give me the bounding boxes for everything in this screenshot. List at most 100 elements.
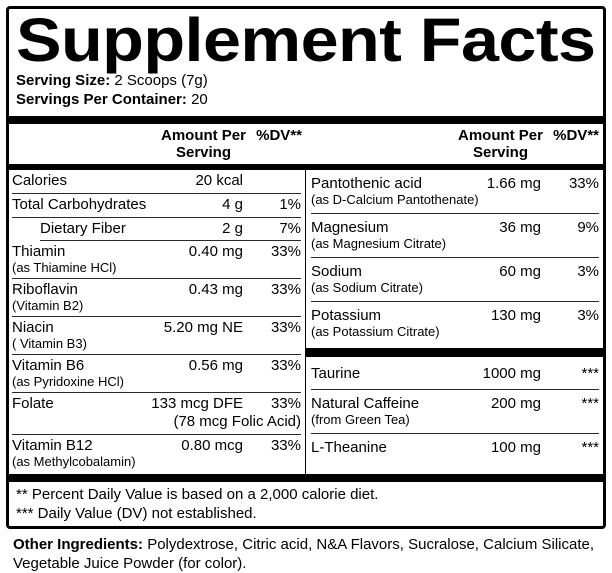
nutrient-dv: ***	[581, 439, 599, 456]
name-cell: Vitamin B12 (as Methylcobalamin)	[12, 437, 181, 469]
amount-per-serving-header: Amount Per Serving	[458, 127, 543, 161]
nutrient-name: L-Theanine	[311, 439, 387, 456]
servings-per-container-value: 20	[191, 91, 208, 108]
nutrient-source: (as Pyridoxine HCl)	[12, 374, 124, 389]
nutrient-source: ( Vitamin B3)	[12, 336, 87, 351]
nutrient-source: (as Methylcobalamin)	[12, 454, 136, 469]
nutrient-row-vitamin-b12: Vitamin B12 (as Methylcobalamin) 0.80 mc…	[12, 434, 301, 472]
nutrient-amount: 36 mg	[499, 219, 541, 236]
supplement-facts-panel: Supplement Facts Serving Size: 2 Scoops …	[6, 6, 606, 529]
column-headers: Amount Per Serving %DV** Amount Per Serv…	[9, 124, 603, 164]
nutrient-amount: 4 g	[222, 196, 243, 213]
footnote-dv: ** Percent Daily Value is based on a 2,0…	[16, 486, 379, 503]
nutrient-row-l-theanine: L-Theanine 100 mg ***	[311, 433, 599, 463]
nutrient-amount: 1000 mg	[482, 365, 541, 382]
name-cell: Riboflavin (Vitamin B2)	[12, 281, 189, 313]
nutrient-row-sodium: Sodium (as Sodium Citrate) 60 mg 3%	[311, 257, 599, 301]
nutrient-amount: 20 kcal	[195, 172, 243, 189]
nutrient-dv: 33%	[270, 319, 301, 336]
nutrient-dv: 3%	[577, 263, 599, 280]
nutrient-source: (from Green Tea)	[311, 412, 410, 427]
nutrient-amount: 0.40 mg	[188, 243, 243, 260]
panel-title: Supplement Facts	[16, 6, 596, 74]
nutrient-dv: 1%	[279, 196, 301, 213]
nutrient-amount: 1.66 mg	[486, 175, 541, 192]
nutrient-dv: 33%	[270, 357, 301, 374]
nutrient-name: Calories	[12, 172, 68, 189]
serving-size-line: Serving Size: 2 Scoops (7g)	[16, 71, 603, 90]
left-column-header: Amount Per Serving %DV**	[9, 127, 306, 161]
nutrient-name: Potassium	[311, 307, 382, 324]
nutrient-row-natural-caffeine: Natural Caffeine (from Green Tea) 200 mg…	[311, 389, 599, 433]
thick-rule-right-column	[306, 348, 603, 357]
amount-header-cell: Amount Per Serving	[309, 127, 543, 161]
thick-rule-bottom	[9, 474, 603, 482]
nutrient-name: Vitamin B12	[12, 437, 93, 454]
nutrient-dv: 3%	[577, 307, 599, 324]
name-cell: Potassium (as Potassium Citrate)	[311, 307, 491, 339]
nutrient-name: Magnesium	[311, 219, 389, 236]
name-cell: Niacin ( Vitamin B3)	[12, 319, 164, 351]
nutrient-row-niacin: Niacin ( Vitamin B3) 5.20 mg NE 33%	[12, 316, 301, 354]
footnotes: ** Percent Daily Value is based on a 2,0…	[9, 482, 603, 526]
name-cell: Natural Caffeine (from Green Tea)	[311, 395, 491, 427]
amount-header-line2: Serving	[472, 144, 528, 161]
nutrient-amount: 100 mg	[490, 439, 541, 456]
amount-header-line2: Serving	[175, 144, 231, 161]
nutrient-source: (as Thiamine HCl)	[12, 260, 117, 275]
nutrient-amount: 60 mg	[499, 263, 541, 280]
servings-per-container-label: Servings Per Container:	[16, 91, 187, 108]
nutrient-source: (as D-Calcium Pantothenate)	[311, 192, 479, 207]
nutrient-row-riboflavin: Riboflavin (Vitamin B2) 0.43 mg 33%	[12, 278, 301, 316]
dv-header: %DV**	[256, 127, 302, 144]
name-cell: Folate	[12, 395, 151, 413]
nutrient-amount: 0.43 mg	[188, 281, 243, 298]
nutrient-name: Folate	[12, 395, 54, 412]
nutrient-row-calories: Calories 20 kcal	[12, 170, 301, 193]
name-cell: Pantothenic acid (as D-Calcium Pantothen…	[311, 175, 487, 207]
thick-rule-top	[9, 116, 603, 124]
nutrient-amount: 0.80 mcg	[181, 437, 243, 454]
nutrient-name: Dietary Fiber	[40, 220, 126, 237]
nutrient-name: Natural Caffeine	[311, 395, 420, 412]
nutrient-dv: 7%	[279, 220, 301, 237]
right-column: Pantothenic acid (as D-Calcium Pantothen…	[306, 170, 603, 474]
name-cell: Vitamin B6 (as Pyridoxine HCl)	[12, 357, 189, 389]
right-column-header: Amount Per Serving %DV**	[306, 127, 603, 161]
nutrient-amount: 2 g	[222, 220, 243, 237]
dv-header: %DV**	[553, 127, 599, 144]
nutrient-name: Taurine	[311, 365, 361, 382]
nutrient-amount-note: (78 mcg Folic Acid)	[173, 413, 301, 430]
nutrient-source: (Vitamin B2)	[12, 298, 84, 313]
amount-header-cell: Amount Per Serving	[12, 127, 246, 161]
footnote-not-established: *** Daily Value (DV) not established.	[16, 505, 257, 522]
nutrient-row-taurine: Taurine 1000 mg ***	[311, 360, 599, 389]
name-cell: Calories	[12, 172, 195, 190]
serving-size-value: 2 Scoops (7g)	[114, 72, 208, 89]
nutrient-dv: ***	[581, 395, 599, 412]
nutrient-dv: 33%	[270, 281, 301, 298]
name-cell: Dietary Fiber	[12, 220, 222, 238]
nutrient-row-potassium: Potassium (as Potassium Citrate) 130 mg …	[311, 301, 599, 345]
name-cell: L-Theanine	[311, 439, 491, 457]
nutrient-row-total-carbohydrates: Total Carbohydrates 4 g 1%	[12, 193, 301, 217]
nutrient-row-pantothenic-acid: Pantothenic acid (as D-Calcium Pantothen…	[311, 170, 599, 213]
other-ingredients-label: Other Ingredients:	[13, 536, 144, 553]
name-cell: Magnesium (as Magnesium Citrate)	[311, 219, 499, 251]
nutrient-source: (as Magnesium Citrate)	[311, 236, 447, 251]
nutrient-row-magnesium: Magnesium (as Magnesium Citrate) 36 mg 9…	[311, 213, 599, 257]
nutrient-row-dietary-fiber: Dietary Fiber 2 g 7%	[12, 217, 301, 241]
servings-per-container-line: Servings Per Container: 20	[16, 90, 603, 109]
left-column: Calories 20 kcal Total Carbohydrates 4 g…	[9, 170, 306, 474]
name-cell: Sodium (as Sodium Citrate)	[311, 263, 499, 295]
nutrient-row-folate: Folate 133 mcg DFE 33% (78 mcg Folic Aci…	[12, 392, 301, 434]
nutrient-source: (as Sodium Citrate)	[311, 280, 423, 295]
nutrient-source: (as Potassium Citrate)	[311, 324, 440, 339]
name-cell: Taurine	[311, 365, 483, 383]
nutrient-amount: 133 mcg DFE	[151, 395, 243, 412]
nutrient-row-vitamin-b6: Vitamin B6 (as Pyridoxine HCl) 0.56 mg 3…	[12, 354, 301, 392]
nutrient-name: Vitamin B6	[12, 357, 85, 374]
nutrient-dv: 33%	[270, 437, 301, 454]
nutrient-name: Niacin	[12, 319, 54, 336]
nutrient-dv	[249, 172, 301, 190]
